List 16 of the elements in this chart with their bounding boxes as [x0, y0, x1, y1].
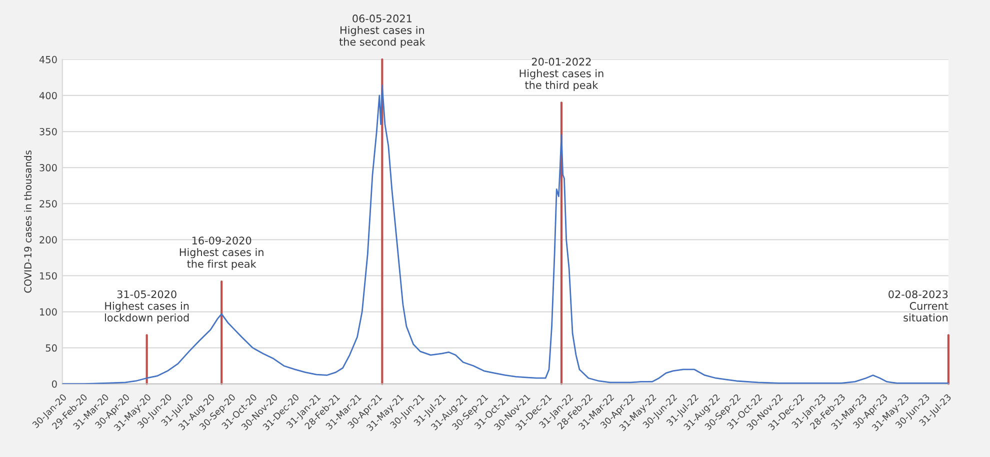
y-tick-label: 400: [39, 92, 57, 100]
y-tick-label: 350: [40, 128, 57, 136]
ref-line-label: 06-05-2021 Highest cases in the second peak: [339, 14, 426, 48]
y-tick-label: 200: [40, 236, 57, 244]
ref-line-label: 31-05-2020 Highest cases in lockdown period: [104, 290, 189, 324]
ref-line-label: 20-01-2022 Highest cases in the third peak: [520, 58, 604, 92]
y-tick-label: 450: [39, 56, 57, 64]
y-tick-label: 250: [40, 200, 57, 208]
y-axis-title: COVID-19 cases in thousands: [24, 150, 32, 293]
y-tick-label: 150: [40, 272, 57, 280]
y-tick-label: 300: [40, 164, 57, 172]
y-tick-label: 0: [52, 380, 57, 388]
y-tick-label: 50: [46, 344, 57, 352]
ref-line-label: 02-08-2023 Current situation: [888, 290, 948, 322]
ref-line-label: 16-09-2020 Highest cases in the first peak: [180, 236, 264, 270]
y-tick-label: 100: [40, 308, 57, 316]
